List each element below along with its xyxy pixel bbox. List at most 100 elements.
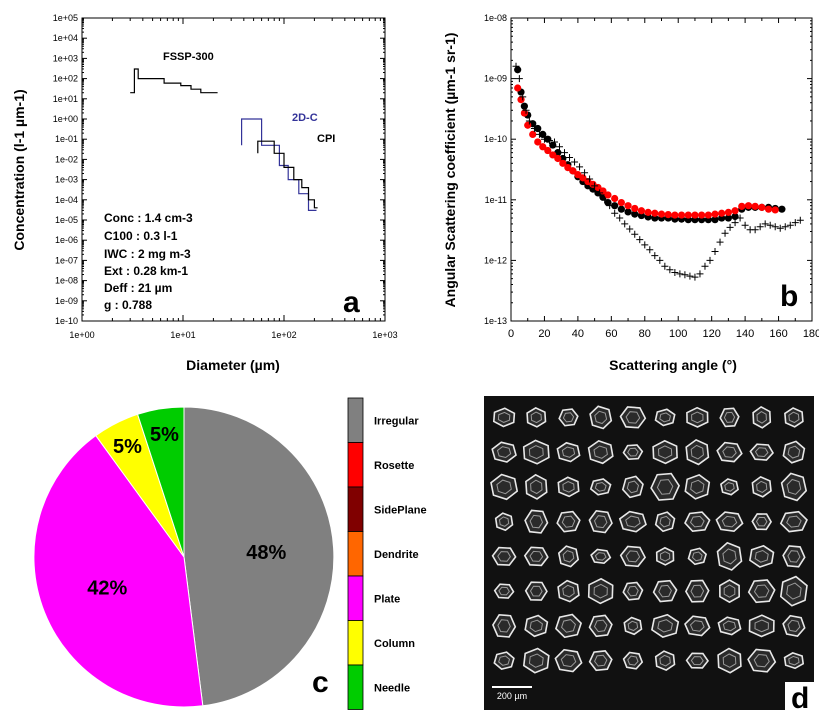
crystal-inner-outline xyxy=(593,619,608,633)
black-dot-point xyxy=(520,102,528,110)
crystal-inner-outline xyxy=(594,410,608,425)
crystal-image xyxy=(685,652,709,669)
crystal-inner-outline xyxy=(756,411,767,424)
black-dot-point xyxy=(631,210,639,218)
crystal-inner-outline xyxy=(498,516,510,527)
crystal-inner-outline xyxy=(658,584,672,598)
legend-label-plate: Plate xyxy=(374,593,400,605)
crystal-image xyxy=(491,441,517,463)
panel-a-y-tick-label: 1e-09 xyxy=(55,296,78,306)
panel-b-series xyxy=(512,62,804,281)
crystal-inner-outline xyxy=(625,411,641,424)
plus-point xyxy=(721,229,729,237)
crystal-image xyxy=(749,544,775,568)
crystal-inner-outline xyxy=(786,478,802,495)
red-dot-point xyxy=(771,206,779,214)
crystal-inner-outline xyxy=(529,585,543,597)
crystal-image xyxy=(622,581,644,601)
crystal-inner-outline xyxy=(496,479,512,495)
plus-point xyxy=(621,220,629,228)
crystal-inner-outline xyxy=(690,479,705,495)
crystal-image xyxy=(784,407,804,428)
panel-b-scattering: 0 20 40 60 80 100 120 140 160 180 1e-13 1e-12 1e-11 1… xyxy=(442,13,819,373)
crystal-inner-outline xyxy=(627,447,639,457)
plus-point xyxy=(706,256,714,264)
crystal-inner-outline xyxy=(561,446,576,458)
crystal-image xyxy=(619,406,647,429)
panel-a-y-tick-label: 1e-04 xyxy=(55,195,78,205)
crystal-image xyxy=(747,648,777,673)
panel-a-y-tick-label: 1e-05 xyxy=(55,215,78,225)
crystal-inner-outline xyxy=(530,479,543,495)
series-2d-c xyxy=(241,118,317,211)
plus-point xyxy=(786,221,794,229)
stat-c100: C100 : 0.3 l-1 xyxy=(104,229,178,243)
red-dot-point xyxy=(554,154,562,163)
panel-b-x-tick-label: 20 xyxy=(538,328,550,340)
crystal-inner-outline xyxy=(755,516,768,527)
crystal-image xyxy=(622,444,644,461)
crystal-image xyxy=(686,406,709,428)
panel-b-y-tick-label: 1e-09 xyxy=(484,74,507,84)
plus-point xyxy=(596,189,604,197)
plus-point xyxy=(636,236,644,244)
crystal-image xyxy=(554,648,583,673)
black-dot-point xyxy=(711,216,719,224)
fssp-label: FSSP-300 xyxy=(163,51,214,63)
series-fssp-300 xyxy=(130,68,218,94)
red-dot-point xyxy=(664,210,672,219)
legend-swatch-irregular xyxy=(347,397,364,443)
crystal-image xyxy=(718,579,741,604)
panel-d-letter: d xyxy=(791,682,809,713)
crystal-inner-outline xyxy=(689,620,705,632)
plus-point xyxy=(656,256,664,264)
crystal-image xyxy=(558,408,579,427)
crystal-inner-outline xyxy=(786,515,802,528)
crystal-inner-outline xyxy=(530,411,542,424)
panel-a-series xyxy=(130,68,318,211)
crystal-image xyxy=(524,581,548,601)
crystal-inner-outline xyxy=(594,481,607,492)
crystal-image xyxy=(557,545,580,568)
black-dot-point xyxy=(617,205,625,213)
crystal-image xyxy=(779,510,808,533)
crystal-inner-outline xyxy=(594,552,607,561)
plus-point xyxy=(535,130,543,138)
panel-a-y-tick-label: 1e+04 xyxy=(53,33,78,43)
crystal-image xyxy=(685,438,710,466)
crystal-image xyxy=(684,579,710,603)
panel-a-ylabel: Concentration (l-1 µm-1) xyxy=(11,89,27,250)
plus-point xyxy=(601,196,609,204)
panel-a-y-tick-label: 1e-03 xyxy=(55,175,78,185)
crystal-inner-outline xyxy=(562,481,575,493)
crystal-inner-outline xyxy=(659,551,671,562)
crystal-mosaic xyxy=(490,405,808,674)
crystal-inner-outline xyxy=(561,515,576,528)
plus-point xyxy=(616,214,624,222)
pie-slice-needle xyxy=(136,406,185,558)
crystal-image xyxy=(783,652,805,670)
legend-swatch-needle xyxy=(347,664,364,710)
pie-chart: 48% 42% 5% 5% xyxy=(33,406,335,708)
stat-ext: Ext : 0.28 km-1 xyxy=(104,264,188,278)
crystal-inner-outline xyxy=(529,514,544,529)
panel-b-y-tick-label: 1e-08 xyxy=(484,13,507,23)
red-dot-point xyxy=(718,209,726,217)
crystal-image xyxy=(716,541,743,571)
plus-point xyxy=(781,223,789,231)
crystal-inner-outline xyxy=(593,583,608,599)
crystal-inner-outline xyxy=(691,411,704,424)
crystal-inner-outline xyxy=(659,515,671,528)
crystal-image xyxy=(590,548,612,565)
crystal-inner-outline xyxy=(657,619,673,633)
plus-point xyxy=(581,169,589,177)
legend-swatch-sideplane xyxy=(347,486,364,532)
plus-point xyxy=(666,266,674,274)
plus-point xyxy=(530,125,538,133)
crystal-image xyxy=(492,407,516,428)
panel-a-ticks: 1e+00 1e+01 1e+02 1e+03 1e-10 1e-09 1e-08 1e-07… xyxy=(53,13,398,340)
black-dot-point xyxy=(624,208,632,216)
crystal-inner-outline xyxy=(657,445,673,459)
panel-a-y-tick-label: 1e-06 xyxy=(55,235,78,245)
crystal-inner-outline xyxy=(756,480,768,493)
